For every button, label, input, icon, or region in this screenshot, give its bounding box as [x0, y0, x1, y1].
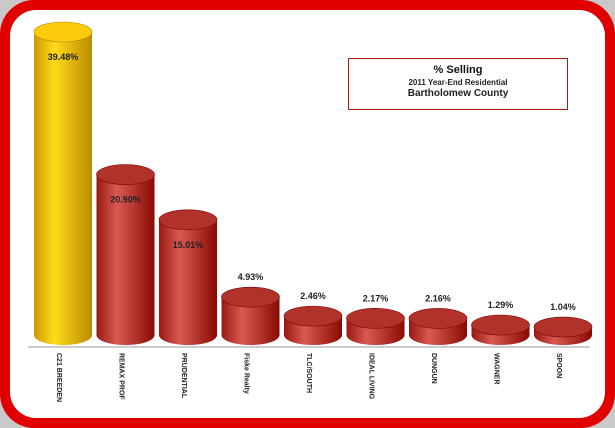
data-label: 1.04%: [550, 302, 576, 312]
bar-body: [34, 32, 92, 345]
bar-top: [409, 308, 467, 328]
category-label: TLC/SOUTH: [305, 353, 312, 393]
bar-top: [97, 165, 155, 185]
category-label: Fiske Realty: [243, 353, 250, 394]
data-label: 4.93%: [238, 272, 264, 282]
data-label: 2.16%: [425, 293, 451, 303]
category-label: PRUDENTIAL: [180, 353, 187, 399]
category-label: SPOON: [555, 353, 562, 378]
category-label: IDEAL LIVING: [368, 353, 375, 400]
category-label: DUNGUN: [430, 353, 437, 384]
bar-1: [34, 22, 92, 345]
chart-title-box: % Selling 2011 Year-End Residential Bart…: [348, 58, 568, 110]
bar-5: [284, 306, 342, 345]
bar-top: [534, 317, 592, 337]
data-label: 39.48%: [48, 52, 79, 62]
bar-top: [284, 306, 342, 326]
bar-top: [472, 315, 530, 335]
bar-top: [34, 22, 92, 42]
data-label: 1.29%: [488, 300, 514, 310]
data-label: 15.01%: [173, 240, 204, 250]
chart-title: % Selling: [349, 64, 567, 77]
bar-7: [409, 308, 467, 345]
chart-subtitle: 2011 Year-End Residential: [349, 77, 567, 88]
bar-9: [534, 317, 592, 345]
bar-top: [347, 308, 405, 328]
bar-4: [222, 287, 280, 345]
chart-panel: 39.48% C21 BREEDEN 20.90% REMAX PROF 15.01% P…: [10, 10, 605, 418]
data-label: 2.17%: [363, 293, 389, 303]
data-label: 20.90%: [110, 195, 141, 205]
category-label: WAGNER: [493, 353, 500, 385]
bar-top: [159, 210, 217, 230]
bar-8: [472, 315, 530, 345]
bar-body: [159, 220, 217, 345]
bar-3: [159, 210, 217, 345]
chart-subtitle-county: Bartholomew County: [349, 88, 567, 100]
category-label: C21 BREEDEN: [55, 353, 62, 402]
bar-2: [97, 165, 155, 345]
bar-top: [222, 287, 280, 307]
category-label: REMAX PROF: [118, 353, 125, 400]
data-label: 2.46%: [300, 291, 326, 301]
bar-6: [347, 308, 405, 345]
